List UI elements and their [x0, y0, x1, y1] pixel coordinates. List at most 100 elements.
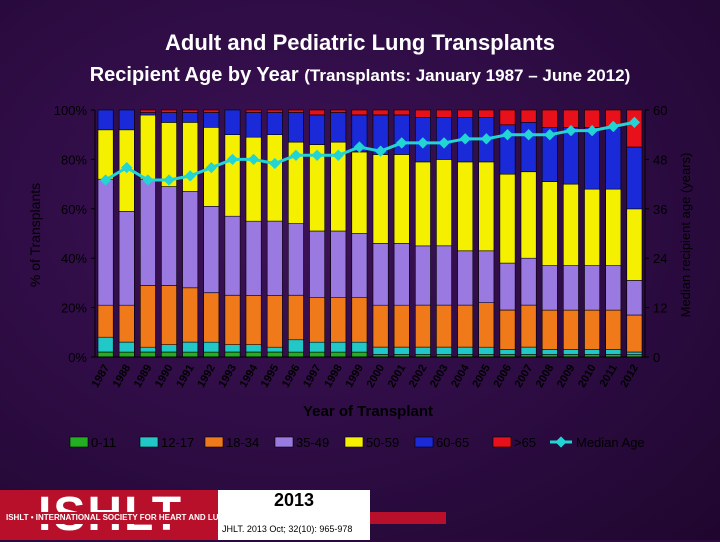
bar-segment-12-17 [182, 341, 199, 353]
bar-segment-18-34 [541, 309, 558, 350]
bar-segment-35-49 [605, 265, 622, 311]
y-tick-label: 80% [61, 152, 87, 167]
bar-segment-50-59 [457, 161, 474, 252]
y2-tick-label: 12 [653, 301, 667, 316]
bar-segment-35-49 [203, 206, 220, 294]
bar-segment-60-65 [203, 112, 220, 128]
bar-segment-0-11 [287, 351, 304, 358]
bar-segment-60-65 [605, 127, 622, 190]
bar-segment-18-34 [140, 285, 156, 348]
bar-segment-50-59 [97, 129, 114, 180]
bar-segment-50-59 [140, 114, 156, 180]
bar-segment-0-11 [330, 351, 347, 358]
y-axis-label: % of Transplants [27, 183, 43, 287]
bar-segment->65 [245, 109, 262, 113]
bars-group [97, 109, 643, 358]
bar-segment-18-34 [436, 304, 452, 348]
median-age-point [438, 137, 450, 149]
bar-segment-12-17 [541, 349, 558, 355]
bar-segment-35-49 [161, 186, 177, 286]
median-age-point [501, 129, 514, 141]
bar-segment-35-49 [541, 265, 558, 311]
bar-segment-0-11 [309, 351, 325, 358]
legend-label: >65 [514, 435, 536, 450]
bar-segment-60-65 [161, 112, 177, 123]
bar-segment-12-17 [499, 349, 516, 355]
bar-segment-0-11 [351, 351, 368, 358]
bar-segment-50-59 [605, 188, 622, 266]
bar-segment-35-49 [499, 262, 516, 311]
x-tick-label: 2005 [470, 363, 493, 390]
x-tick-label: 2012 [618, 363, 641, 390]
bar-segment-12-17 [626, 351, 643, 355]
median-age-point [290, 149, 302, 161]
y-tick-label: 20% [61, 301, 87, 316]
bar-segment->65 [562, 109, 579, 128]
bar-segment->65 [351, 109, 368, 116]
bar-segment-12-17 [436, 346, 452, 355]
bar-segment-35-49 [584, 265, 600, 311]
bar-segment-18-34 [520, 304, 537, 348]
bar-segment-12-17 [140, 346, 156, 353]
x-axis-label: Year of Transplant [303, 403, 433, 420]
bar-segment-50-59 [436, 159, 452, 247]
bar-segment-12-17 [372, 346, 389, 355]
x-tick-label: 1995 [259, 363, 282, 390]
bar-segment-35-49 [309, 230, 325, 298]
bar-segment-18-34 [351, 297, 368, 343]
bar-segment->65 [499, 109, 516, 126]
bar-segment-12-17 [287, 339, 304, 353]
report-year: 2013 [273, 490, 315, 510]
bar-segment-12-17 [266, 346, 283, 353]
bar-segment-60-65 [287, 112, 304, 143]
subtitle-paren: (Transplants: January 1987 – June 2012) [304, 66, 631, 85]
bar-segment-35-49 [245, 220, 262, 296]
bar-segment-50-59 [245, 136, 262, 222]
bar-segment->65 [436, 109, 452, 118]
legend-swatch-marker [555, 436, 567, 448]
bar-segment-18-34 [330, 297, 347, 343]
x-tick-label: 2004 [449, 362, 472, 390]
bar-segment-50-59 [224, 134, 241, 217]
legend-label: 0-11 [91, 435, 116, 450]
bar-segment-35-49 [457, 250, 474, 306]
bar-segment-50-59 [584, 188, 600, 266]
legend-swatch [344, 436, 364, 448]
x-tick-label: 2003 [428, 363, 451, 390]
bar-segment-18-34 [118, 304, 135, 343]
bar-segment-18-34 [266, 294, 283, 348]
bar-segment-12-17 [520, 346, 537, 355]
bar-segment->65 [541, 109, 558, 128]
x-tick-label: 2006 [491, 363, 514, 390]
bar-segment-60-65 [309, 114, 325, 145]
bar-segment-18-34 [161, 285, 177, 345]
legend-swatch [492, 436, 512, 448]
median-line-group [99, 116, 641, 186]
bar-segment-12-17 [309, 341, 325, 353]
y2-tick-label: 0 [653, 350, 660, 365]
bar-segment-0-11 [203, 351, 220, 358]
legend-swatch [69, 436, 89, 448]
bar-segment-18-34 [372, 304, 389, 348]
x-tick-label: 1988 [111, 363, 134, 390]
bar-segment->65 [203, 109, 220, 113]
bar-segment-18-34 [245, 294, 262, 345]
bar-segment-35-49 [287, 223, 304, 296]
legend-swatch [274, 436, 294, 448]
bar-segment-35-49 [478, 250, 495, 304]
bar-segment-35-49 [140, 178, 156, 286]
bar-segment-18-34 [584, 309, 600, 350]
bar-segment-12-17 [414, 346, 431, 355]
median-age-point [205, 161, 218, 174]
bar-segment-50-59 [562, 183, 579, 266]
bar-segment-35-49 [330, 230, 347, 298]
legend-label: 60-65 [436, 435, 469, 450]
chart-subtitle: Recipient Age by Year (Transplants: Janu… [0, 64, 720, 87]
x-tick-label: 1999 [343, 363, 366, 390]
x-tick-label: 2008 [534, 363, 557, 390]
y-tick-label: 0% [68, 350, 87, 365]
bar-segment->65 [309, 109, 325, 116]
bar-segment-18-34 [457, 304, 474, 348]
median-age-point [142, 174, 154, 186]
